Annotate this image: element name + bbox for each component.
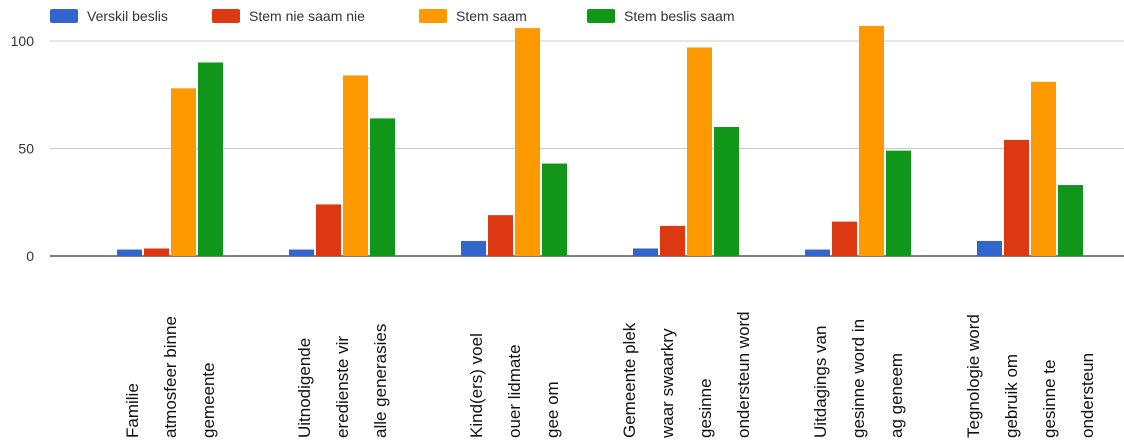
bar	[714, 127, 739, 256]
x-tick-label: gesinne word in	[849, 319, 868, 438]
bar	[977, 240, 1002, 256]
x-tick-label: Kind(ers) voel	[467, 333, 486, 438]
x-tick-label: ouer lidmate	[505, 344, 524, 438]
bar	[461, 240, 486, 256]
bars	[117, 25, 1083, 257]
bar	[198, 62, 223, 256]
x-axis-labels: Familie atmosfeer binne gemeente Uitnodigen…	[123, 311, 1097, 439]
y-tick-label: 0	[26, 248, 34, 264]
legend-swatch	[50, 9, 78, 23]
bar	[370, 118, 395, 257]
legend-label: Stem beslis saam	[624, 8, 734, 24]
x-tick-label: gee om	[543, 381, 562, 438]
bar	[343, 75, 368, 257]
bar	[289, 249, 314, 256]
y-axis-ticks: 0 50 100	[11, 33, 35, 264]
bar	[542, 163, 567, 256]
legend-label: Verskil beslis	[87, 8, 168, 24]
y-tick-label: 100	[11, 33, 35, 49]
legend-swatch	[419, 9, 447, 23]
legend-swatch	[587, 9, 615, 23]
x-tick-label: ondersteun word	[734, 311, 753, 438]
legend-label: Stem nie saam nie	[249, 8, 365, 24]
bar	[488, 215, 513, 256]
bar	[832, 221, 857, 256]
bar	[515, 28, 540, 256]
bar	[859, 25, 884, 257]
x-tick-label: Uitnodigende	[295, 338, 314, 438]
x-tick-label: eredienste vir	[333, 336, 352, 438]
x-tick-label: ag geneem	[887, 353, 906, 438]
x-tick-label: Gemeente plek	[620, 322, 639, 438]
x-tick-label: Familie	[123, 383, 142, 438]
x-tick-label: atmosfeer binne	[161, 316, 180, 438]
x-tick-label: ondersteun	[1078, 353, 1097, 438]
x-tick-label: gemeente	[199, 362, 218, 438]
legend: Verskil beslis Stem nie saam nie Stem saam…	[50, 8, 734, 24]
bar	[1004, 139, 1029, 256]
bar	[316, 204, 341, 256]
bar	[117, 249, 142, 256]
legend-label: Stem saam	[456, 8, 527, 24]
x-tick-label: Tegnologie word	[964, 314, 983, 438]
bar	[1058, 185, 1083, 256]
bar	[687, 47, 712, 257]
bar	[633, 248, 658, 256]
x-tick-label: alle generasies	[371, 324, 390, 438]
x-tick-label: gesinne	[696, 378, 715, 438]
x-tick-label: gebruik om	[1002, 354, 1021, 438]
bar	[805, 249, 830, 256]
x-tick-label: waar swaarkry	[658, 328, 677, 439]
gridlines	[50, 40, 1124, 257]
bar	[1031, 81, 1056, 256]
legend-swatch	[212, 9, 240, 23]
bar	[171, 88, 196, 256]
x-tick-label: gesinne te	[1040, 360, 1059, 438]
bar	[144, 248, 169, 256]
bar	[660, 225, 685, 256]
x-tick-label: Uitdagings van	[811, 326, 830, 438]
y-tick-label: 50	[18, 141, 34, 157]
bar	[886, 150, 911, 256]
